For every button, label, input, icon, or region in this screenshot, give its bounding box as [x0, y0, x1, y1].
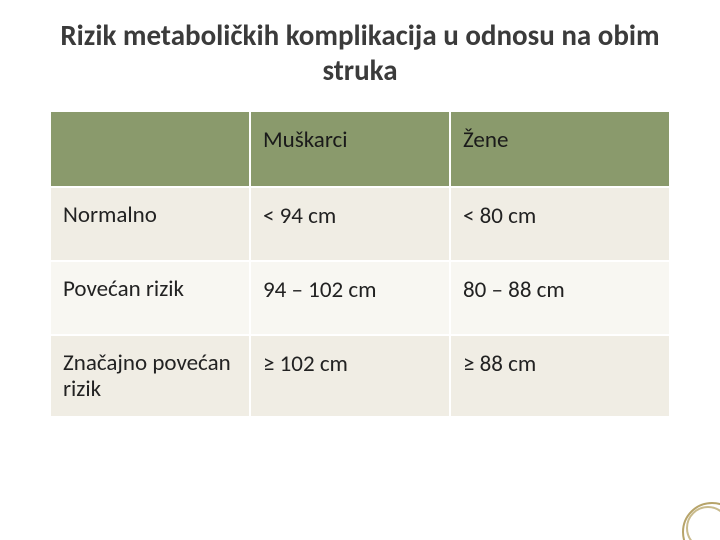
table-header-women: Žene: [450, 111, 670, 187]
table-header-empty: [50, 111, 250, 187]
row-label-normal: Normalno: [50, 187, 250, 261]
table-header-men: Muškarci: [250, 111, 450, 187]
cell-significant-men: ≥ 102 cm: [250, 335, 450, 418]
cell-significant-women: ≥ 88 cm: [450, 335, 670, 418]
table-header-row: Muškarci Žene: [50, 111, 670, 187]
slide-title: Rizik metaboličkih komplikacija u odnosu…: [40, 18, 680, 88]
cell-normal-men: < 94 cm: [250, 187, 450, 261]
cell-increased-men: 94 – 102 cm: [250, 261, 450, 335]
slide-container: Rizik metaboličkih komplikacija u odnosu…: [0, 0, 720, 540]
cell-increased-women: 80 – 88 cm: [450, 261, 670, 335]
table-row: Značajno povećan rizik ≥ 102 cm ≥ 88 cm: [50, 335, 670, 418]
row-label-increased: Povećan rizik: [50, 261, 250, 335]
table-row: Povećan rizik 94 – 102 cm 80 – 88 cm: [50, 261, 670, 335]
risk-table: Muškarci Žene Normalno < 94 cm < 80 cm P…: [49, 110, 671, 419]
row-label-significant: Značajno povećan rizik: [50, 335, 250, 418]
cell-normal-women: < 80 cm: [450, 187, 670, 261]
table-row: Normalno < 94 cm < 80 cm: [50, 187, 670, 261]
